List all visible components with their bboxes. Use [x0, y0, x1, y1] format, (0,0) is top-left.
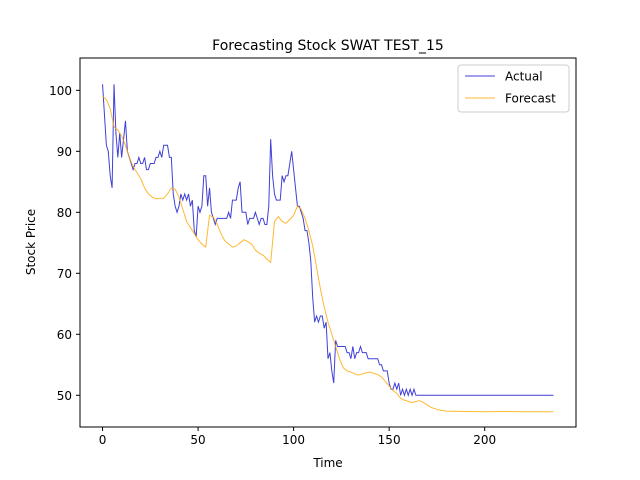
- y-axis-label: Stock Price: [24, 209, 38, 275]
- y-tick-label: 100: [49, 84, 72, 98]
- x-axis-label: Time: [312, 456, 342, 470]
- x-tick-label: 100: [282, 433, 305, 447]
- legend-label-forecast: Forecast: [505, 92, 556, 106]
- chart-title: Forecasting Stock SWAT TEST_15: [212, 38, 444, 54]
- axes: 0 50 100 150 200 50 60 70 80 90 100: [49, 57, 577, 447]
- legend-label-actual: Actual: [505, 70, 543, 84]
- series-line-actual: [102, 84, 554, 397]
- x-tick-label: 150: [378, 433, 401, 447]
- y-tick-label: 90: [57, 145, 72, 159]
- x-tick-label: 50: [190, 433, 205, 447]
- series-line-forecast: [102, 96, 554, 413]
- legend: Actual Forecast: [457, 64, 570, 113]
- y-tick-label: 80: [57, 206, 72, 220]
- plot-frame: [79, 57, 577, 428]
- x-tick-label: 200: [473, 433, 496, 447]
- x-tick-label: 0: [99, 433, 107, 447]
- plot-area: [102, 84, 554, 413]
- y-tick-label: 60: [57, 328, 72, 342]
- y-tick-label: 50: [57, 389, 72, 403]
- y-tick-label: 70: [57, 267, 72, 281]
- legend-box: [457, 64, 570, 113]
